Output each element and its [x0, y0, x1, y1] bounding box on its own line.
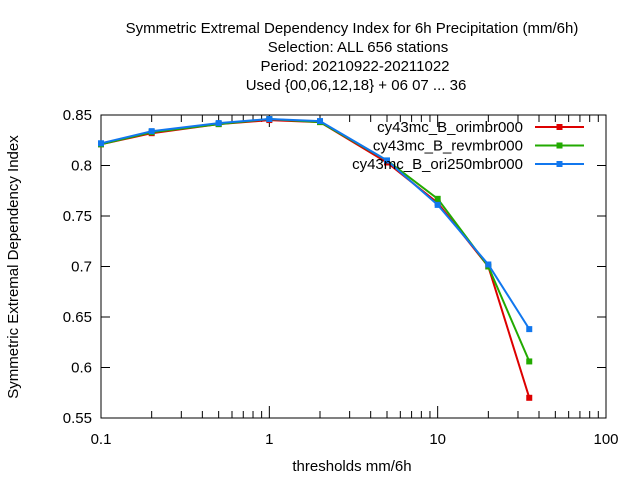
x-axis: 0.1 1 10 100 — [91, 115, 619, 448]
legend-label-1: cy43mc_B_orimbr000 — [377, 119, 523, 136]
title-line-3: Period: 20210922-20211022 — [260, 58, 449, 75]
legend-swatch-marker-3 — [556, 161, 563, 167]
legend-label-3: cy43mc_B_ori250mbr000 — [352, 156, 523, 173]
series-3-point — [526, 326, 533, 333]
x-tick-label: 0.1 — [91, 431, 112, 448]
series-3-point — [317, 118, 324, 125]
series-3-point — [434, 201, 441, 208]
y-tick-label: 0.55 — [63, 410, 92, 427]
title-line-2: Selection: ALL 656 stations — [268, 39, 448, 56]
y-tick-label: 0.8 — [71, 158, 92, 175]
title-line-4: Used {00,06,12,18} + 06 07 ... 36 — [246, 77, 467, 94]
series-2-point — [526, 358, 533, 365]
legend-swatch-marker-1 — [556, 124, 563, 130]
title-line-1: Symmetric Extremal Dependency Index for … — [126, 20, 579, 37]
x-axis-label: thresholds mm/6h — [292, 458, 411, 475]
legend-swatch-marker-2 — [556, 142, 563, 149]
y-tick-label: 0.7 — [71, 259, 92, 276]
series-3-point — [98, 140, 104, 147]
x-tick-label: 100 — [593, 431, 618, 448]
y-tick-label: 0.6 — [71, 360, 92, 377]
x-tick-label: 1 — [265, 431, 273, 448]
y-axis-label: Symmetric Extremal Dependency Index — [5, 135, 22, 399]
series-3-point — [485, 261, 492, 268]
legend-label-2: cy43mc_B_revmbr000 — [373, 138, 523, 155]
series-1-point — [526, 394, 533, 401]
legend: cy43mc_B_orimbr000 cy43mc_B_revmbr000cy43… — [352, 119, 584, 173]
y-tick-label: 0.85 — [63, 107, 92, 124]
chart-title: Symmetric Extremal Dependency Index for … — [126, 20, 579, 94]
y-tick-label: 0.75 — [63, 208, 92, 225]
series-3-point — [148, 128, 155, 135]
y-tick-label: 0.65 — [63, 309, 92, 326]
series-layer — [98, 116, 533, 401]
series-2-point — [434, 195, 441, 202]
x-tick-label: 10 — [429, 431, 446, 448]
series-3-point — [266, 116, 273, 123]
y-axis: 0.55 0.6 0.65 0.7 0.75 0.8 0.85 — [63, 107, 606, 427]
series-3-point — [383, 157, 390, 164]
series-3-point — [215, 120, 222, 127]
